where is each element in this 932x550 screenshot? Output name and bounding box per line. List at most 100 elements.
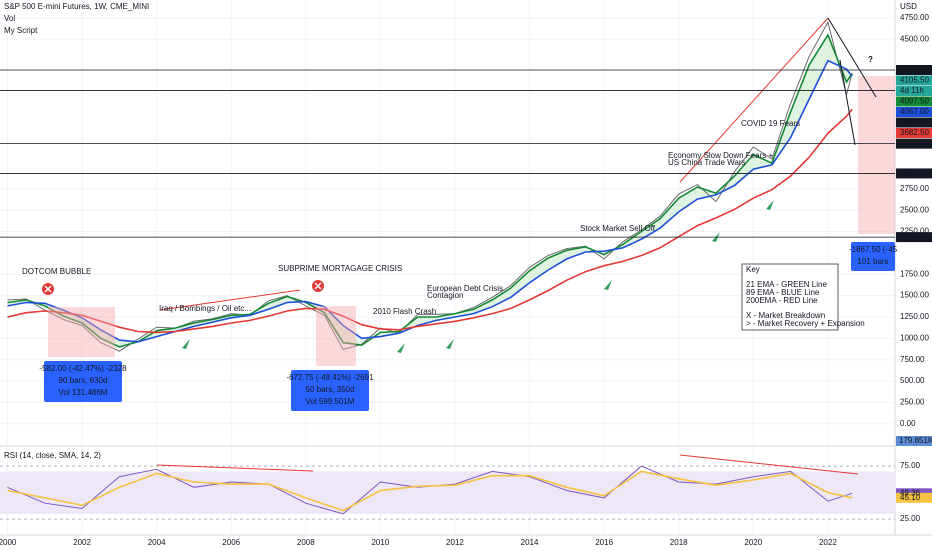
measure-text: Vol 131.486M [59, 388, 108, 397]
annotation: DOTCOM BUBBLE [22, 267, 91, 276]
measure-zone [858, 76, 895, 234]
series-line [7, 59, 853, 343]
breakdown-marker [312, 280, 324, 292]
key-text: > - Market Recovery + Expansion [746, 319, 865, 328]
y-tick-label: 1750.00 [900, 269, 929, 278]
measure-text: -672.75 (-49.41%) -2691 [286, 373, 374, 382]
y-tick-label: 0.00 [900, 419, 916, 428]
measure-text: -582.00 (-42.47%) -2328 [39, 364, 127, 373]
key-text: 89 EMA - BLUE Line [746, 288, 820, 297]
price-label-box [896, 168, 932, 179]
price-label-box [896, 64, 932, 75]
breakdown-marker [42, 283, 54, 295]
rsi-trend-line [679, 454, 859, 475]
price-label-box [896, 138, 932, 149]
y-tick-label: 750.00 [900, 355, 925, 364]
y-tick-label: 1250.00 [900, 312, 929, 321]
x-tick-label: 2000 [0, 538, 17, 547]
trend-line [679, 17, 829, 183]
trend-line [159, 289, 301, 311]
y-tick-label: 1500.00 [900, 291, 929, 300]
key-text: X - Market Breakdown [746, 311, 825, 320]
series-line [7, 108, 853, 334]
x-tick-label: 2006 [222, 538, 240, 547]
measure-zone [48, 307, 115, 357]
y-tick-label: 2250.00 [900, 227, 929, 236]
key-text: 200EMA - RED Line [746, 296, 818, 305]
volume-label: 179.851K [899, 436, 932, 445]
x-tick-label: 2016 [595, 538, 613, 547]
measure-box [44, 361, 122, 402]
annotation: US China Trade Wars [668, 158, 746, 167]
x-tick-label: 2010 [371, 538, 389, 547]
annotation: European Debt Crisis [427, 284, 503, 293]
x-tick-label: 2014 [521, 538, 539, 547]
y-tick-label: 4750.00 [900, 13, 929, 22]
price-label: 3682.50 [900, 128, 929, 137]
chart-title: S&P 500 E-mini Futures, 1W, CME_MINI [4, 2, 149, 11]
measure-zone [316, 306, 356, 366]
annotation: SUBPRIME MORTAGAGE CRISIS [278, 264, 402, 273]
indicator-label: Vol [4, 14, 15, 23]
x-tick-label: 2022 [819, 538, 837, 547]
annotation: Contagion [427, 291, 463, 300]
x-tick-label: 2020 [744, 538, 762, 547]
x-tick-label: 2004 [148, 538, 166, 547]
annotation: Stock Market Sell Off [580, 224, 656, 233]
main-pane [0, 0, 895, 535]
price-label: 3278.75 [900, 139, 929, 148]
key-text: Key [746, 265, 760, 274]
key-box [741, 263, 839, 331]
price-label-box [896, 232, 932, 243]
price-label-box [896, 96, 932, 107]
y-tick-label: 25.00 [900, 514, 921, 523]
y-tick-label: 250.00 [900, 398, 925, 407]
measure-box [291, 370, 369, 411]
price-label-box [896, 75, 932, 86]
price-label-box [896, 127, 932, 138]
countdown: 4d 11h [900, 86, 924, 95]
x-tick-label: 2002 [73, 538, 91, 547]
measure-box [851, 242, 895, 271]
trend-line [839, 59, 856, 146]
rsi-value-label: 45.10 [900, 493, 921, 502]
trend-line [827, 17, 877, 98]
series-line [7, 33, 853, 348]
price-label-box [896, 106, 932, 117]
measure-text: 50 bars, 350d [306, 385, 355, 394]
annotation: 2010 Flash Crash [373, 307, 436, 316]
y-tick-label: 500.00 [900, 376, 925, 385]
price-label: 2184.75 [900, 232, 929, 241]
price-label: 4105.50 [900, 76, 929, 85]
indicator-label: My Script [4, 26, 38, 35]
measure-text: -1867.50 (-45 [849, 245, 898, 254]
y-tick-label: 2500.00 [900, 205, 929, 214]
price-label: 4140.75 [900, 65, 929, 74]
annotation: Economy Slow Down Fears + [668, 151, 773, 160]
y-tick-label: 1000.00 [900, 333, 929, 342]
measure-text: 90 bars, 630d [59, 376, 108, 385]
rsi-value-label: 49.36 [900, 488, 921, 497]
x-tick-label: 2018 [670, 538, 688, 547]
y-tick-label: 2750.00 [900, 184, 929, 193]
rsi-band [0, 471, 895, 514]
annotation: COVID 19 Fears [741, 119, 800, 128]
rsi-trend-line [156, 464, 314, 472]
x-tick-label: 2008 [297, 538, 315, 547]
measure-text: 101 bars [857, 257, 888, 266]
measure-text: Vol 599.501M [306, 397, 355, 406]
question-mark: ? [868, 55, 873, 64]
series-line [7, 470, 853, 512]
y-tick-label: 4500.00 [900, 34, 929, 43]
price-label: 4067.00 [900, 107, 929, 116]
rsi-value-box [896, 492, 932, 503]
price-label: 4097.50 [900, 97, 929, 106]
y-tick-label: 75.00 [900, 461, 921, 470]
rsi-title: RSI (14, close, SMA, 14, 2) [4, 451, 101, 460]
x-tick-label: 2012 [446, 538, 464, 547]
price-label-box [896, 117, 932, 128]
rsi-pane [0, 465, 932, 520]
volume-label-box [896, 436, 932, 446]
price-label: 3901.25 [900, 118, 929, 127]
